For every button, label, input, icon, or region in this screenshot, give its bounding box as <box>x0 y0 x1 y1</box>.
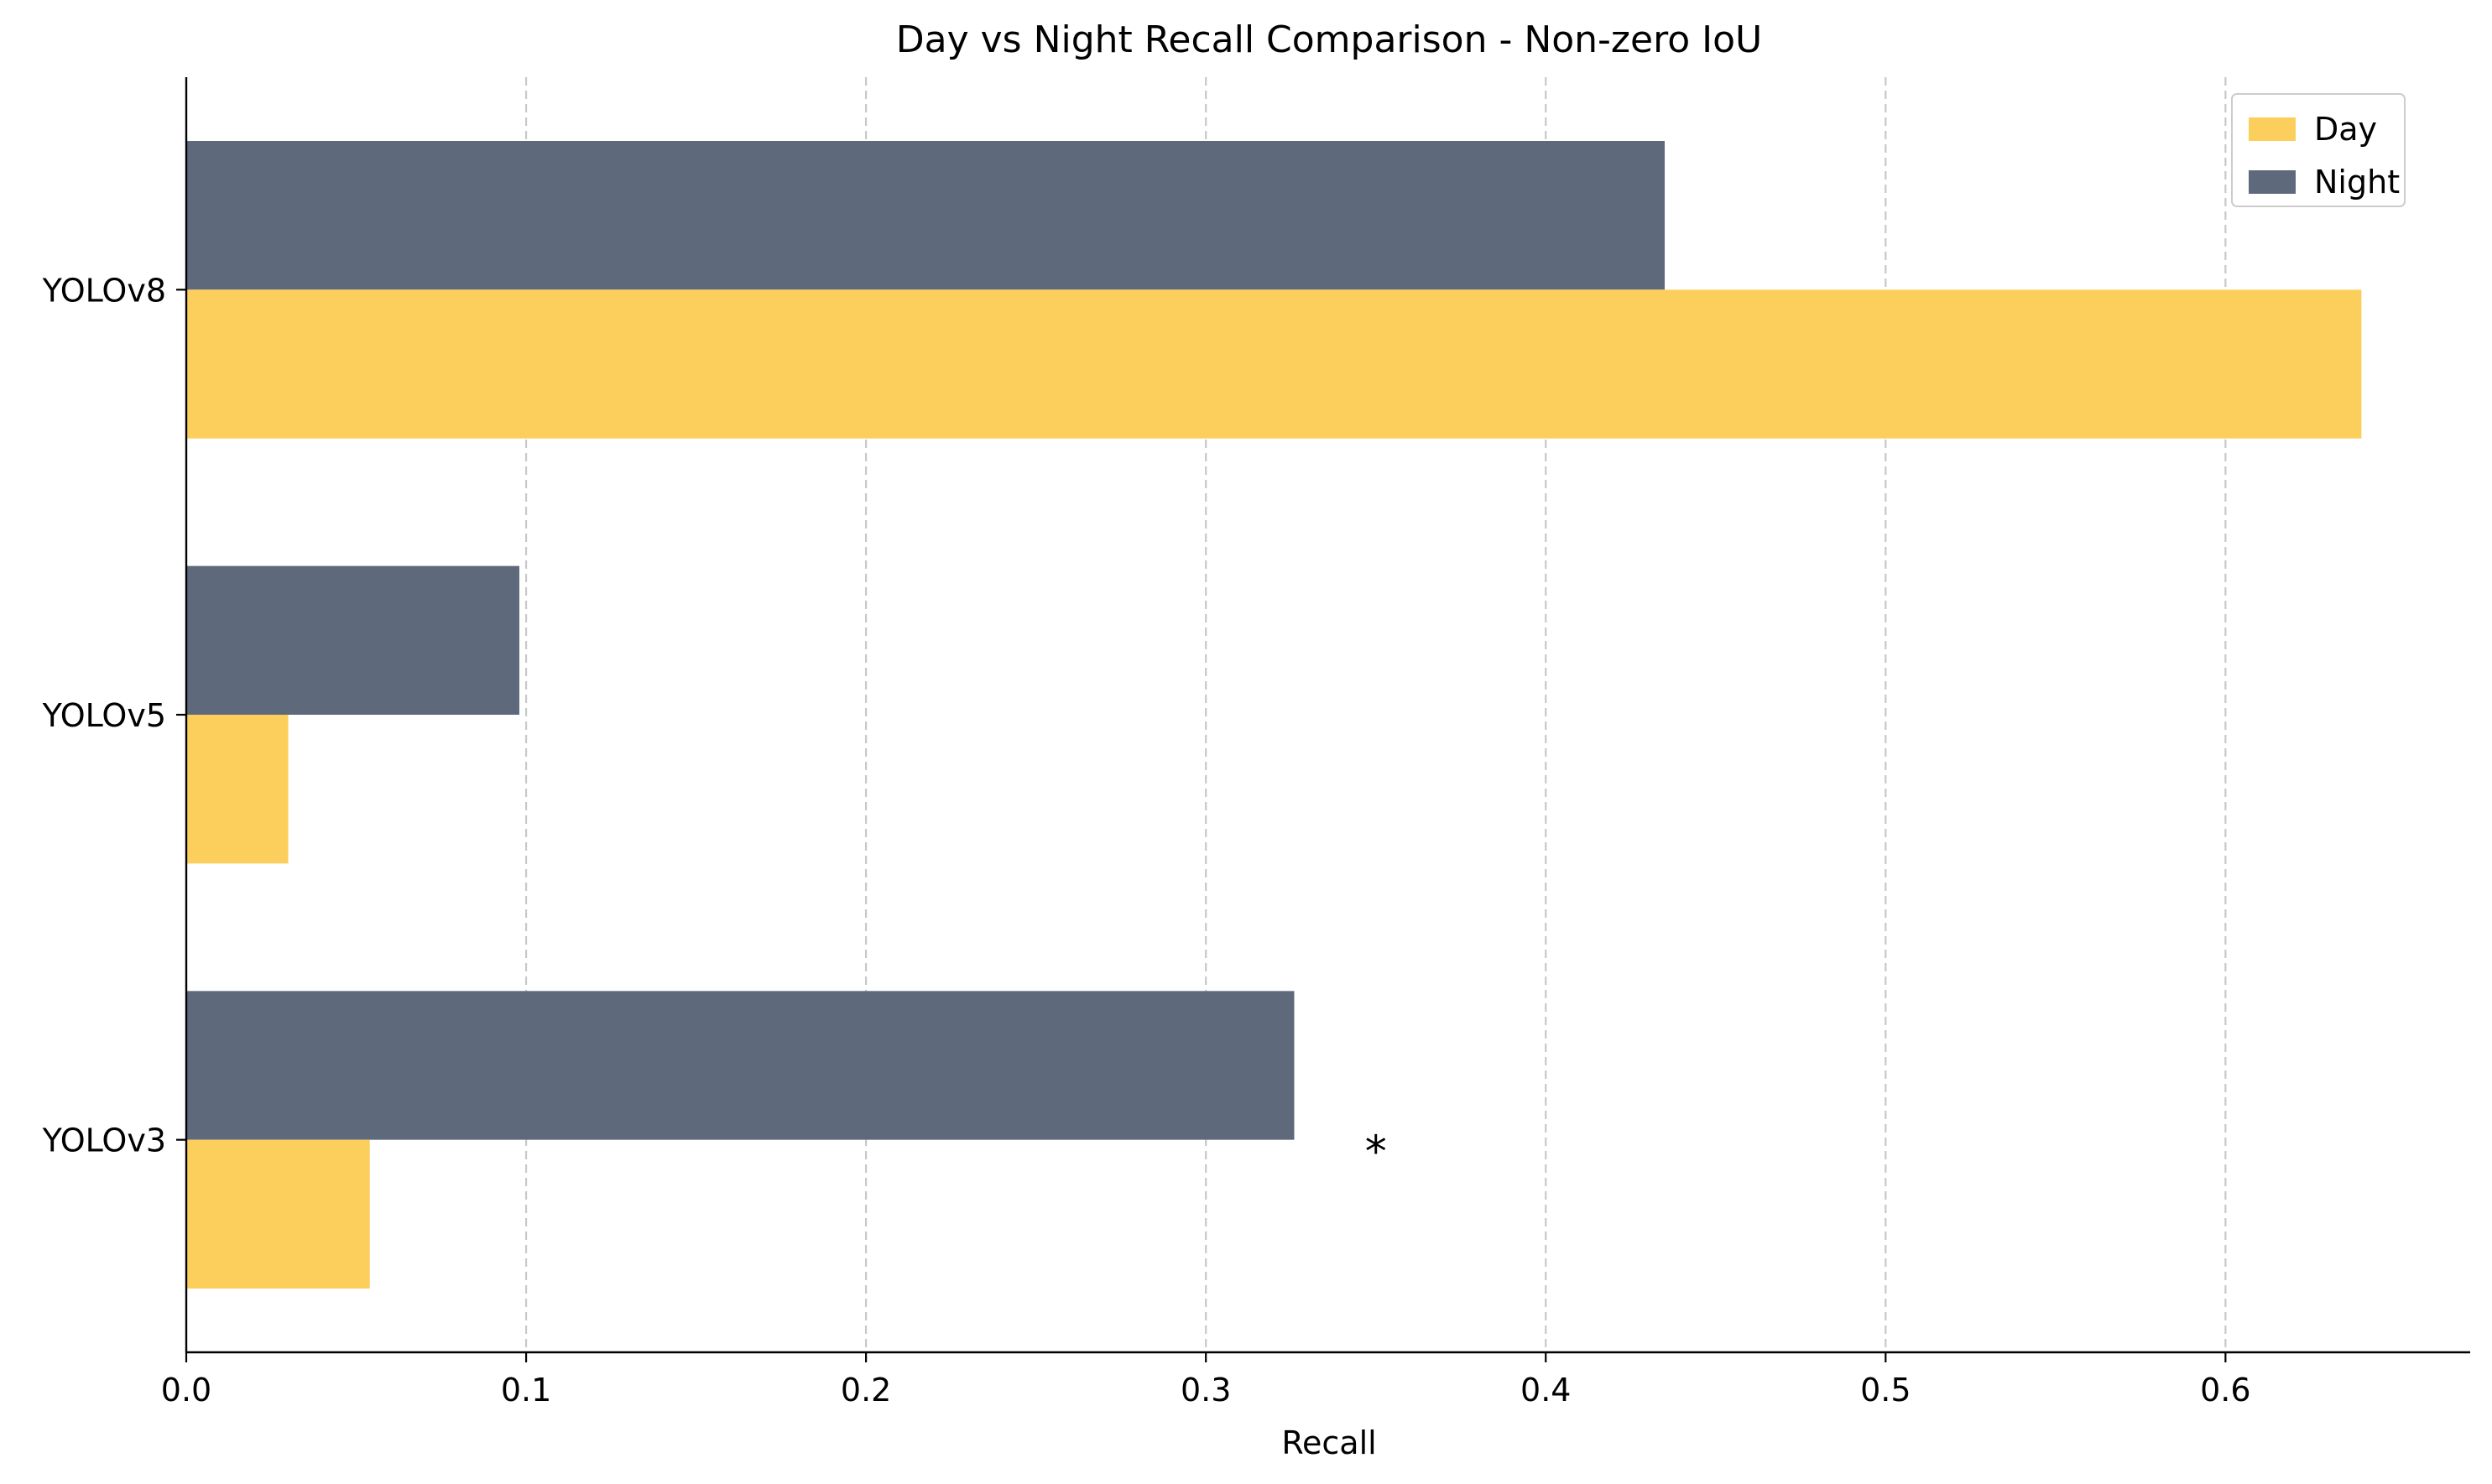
bar-night-yolov3 <box>186 991 1295 1140</box>
legend-label-day: Day <box>2314 111 2377 148</box>
x-tick-label: 0.3 <box>1181 1372 1231 1408</box>
x-tick-label: 0.2 <box>841 1372 891 1408</box>
x-axis-label: Recall <box>1281 1424 1376 1461</box>
legend[interactable]: Day Night <box>2231 93 2406 207</box>
x-tick-label: 0.6 <box>2200 1372 2250 1408</box>
y-tick-label-yolov8: YOLOv8 <box>42 272 166 309</box>
x-tick-label: 0.1 <box>501 1372 551 1408</box>
y-tick-label-yolov3: YOLOv3 <box>42 1122 166 1159</box>
bar-night-yolov5 <box>186 565 519 715</box>
x-tick-label: 0.0 <box>161 1372 211 1408</box>
bars <box>186 141 2362 1289</box>
legend-label-night: Night <box>2314 164 2400 200</box>
bar-night-yolov8 <box>186 141 1666 290</box>
y-tick-label-yolov5: YOLOv5 <box>42 697 166 734</box>
legend-swatch-day <box>2249 117 2296 141</box>
significance-annotation: * <box>1365 1127 1387 1178</box>
x-tick-label: 0.4 <box>1520 1372 1571 1408</box>
x-tick-label: 0.5 <box>1860 1372 1911 1408</box>
bar-day-yolov8 <box>186 289 2362 439</box>
legend-swatch-night <box>2249 170 2296 194</box>
chart-title: Day vs Night Recall Comparison - Non-zer… <box>896 18 1762 61</box>
bar-day-yolov3 <box>186 1139 370 1289</box>
bar-day-yolov5 <box>186 715 289 864</box>
tick-labels: 0.0 0.1 0.2 0.3 0.4 0.5 0.6 YOLOv8 YOLOv5 YOLOv3 <box>42 272 2251 1408</box>
annotations: * <box>1365 1127 1387 1178</box>
